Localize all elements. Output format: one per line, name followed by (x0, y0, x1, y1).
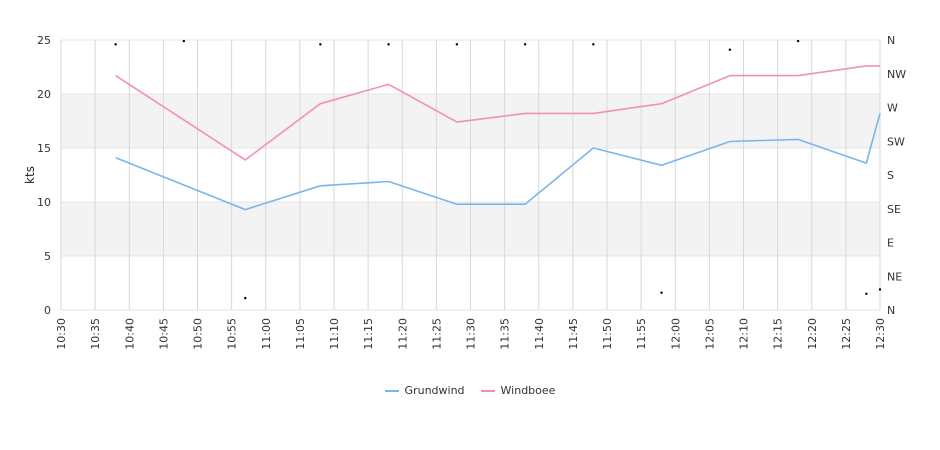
legend-item-grundwind[interactable]: Grundwind (384, 384, 465, 397)
x-tick-label-21: 12:15 (772, 318, 785, 350)
direction-marker-1 (182, 39, 186, 43)
right-tick-label-8: N (887, 34, 895, 47)
x-tick-label-20: 12:10 (738, 318, 751, 350)
legend-swatch-windboee (480, 389, 495, 392)
series-line-windboee (115, 65, 880, 161)
y-axis-title: kts (23, 166, 37, 184)
x-tick-label-19: 12:05 (703, 318, 716, 350)
x-tick-label-1: 10:35 (89, 318, 102, 350)
direction-marker-8 (660, 291, 663, 294)
direction-marker-11 (865, 292, 868, 295)
y-tick-label-3: 15 (37, 142, 51, 155)
x-tick-label-6: 11:00 (260, 318, 273, 350)
x-tick-label-24: 12:30 (874, 318, 887, 350)
right-tick-label-3: SE (887, 203, 901, 216)
direction-marker-0 (114, 43, 117, 46)
legend-label-grundwind: Grundwind (404, 384, 465, 397)
direction-marker-12 (878, 288, 882, 291)
x-tick-label-2: 10:40 (123, 318, 136, 350)
series-line-grundwind (115, 113, 881, 211)
legend-label-windboee: Windboee (500, 384, 556, 397)
x-tick-label-17: 11:55 (635, 318, 648, 350)
legend-item-windboee[interactable]: Windboee (480, 384, 556, 397)
direction-marker-7 (592, 43, 595, 46)
right-tick-label-0: N (887, 304, 895, 317)
x-tick-label-0: 10:30 (55, 318, 68, 350)
x-tick-label-10: 11:20 (396, 318, 409, 350)
x-tick-label-22: 12:20 (806, 318, 819, 350)
x-tick-label-8: 11:10 (328, 318, 341, 350)
x-tick-label-11: 11:25 (430, 318, 443, 350)
direction-marker-9 (728, 48, 732, 51)
right-tick-label-1: NE (887, 270, 902, 283)
x-tick-label-4: 10:50 (192, 318, 205, 350)
x-tick-label-12: 11:30 (465, 318, 478, 350)
direction-marker-3 (319, 43, 322, 46)
x-tick-label-23: 12:25 (840, 318, 853, 350)
y-tick-label-0: 0 (44, 304, 51, 317)
x-tick-label-3: 10:45 (157, 318, 170, 350)
right-tick-label-6: W (887, 102, 898, 115)
x-tick-label-15: 11:45 (567, 318, 580, 350)
x-tick-label-16: 11:50 (601, 318, 614, 350)
y-tick-label-2: 10 (37, 196, 51, 209)
y-tick-label-4: 20 (37, 88, 51, 101)
direction-marker-2 (244, 296, 247, 300)
right-tick-label-7: NW (887, 68, 906, 81)
right-tick-label-5: SW (887, 135, 905, 148)
x-tick-label-13: 11:35 (499, 318, 512, 350)
y-tick-label-1: 5 (44, 250, 51, 263)
legend-swatch-grundwind (384, 389, 399, 392)
direction-marker-4 (387, 43, 390, 46)
x-tick-label-5: 10:55 (226, 318, 239, 350)
x-tick-label-14: 11:40 (533, 318, 546, 350)
x-tick-label-18: 12:00 (669, 318, 682, 350)
chart-legend: Grundwind Windboee (0, 384, 940, 397)
direction-marker-6 (523, 43, 527, 46)
x-tick-label-7: 11:05 (294, 318, 307, 350)
x-tick-label-9: 11:15 (362, 318, 375, 350)
direction-marker-5 (455, 43, 459, 46)
y-tick-label-5: 25 (37, 34, 51, 47)
right-tick-label-2: E (887, 237, 894, 250)
direction-marker-10 (796, 39, 800, 43)
right-tick-label-4: S (887, 169, 894, 182)
